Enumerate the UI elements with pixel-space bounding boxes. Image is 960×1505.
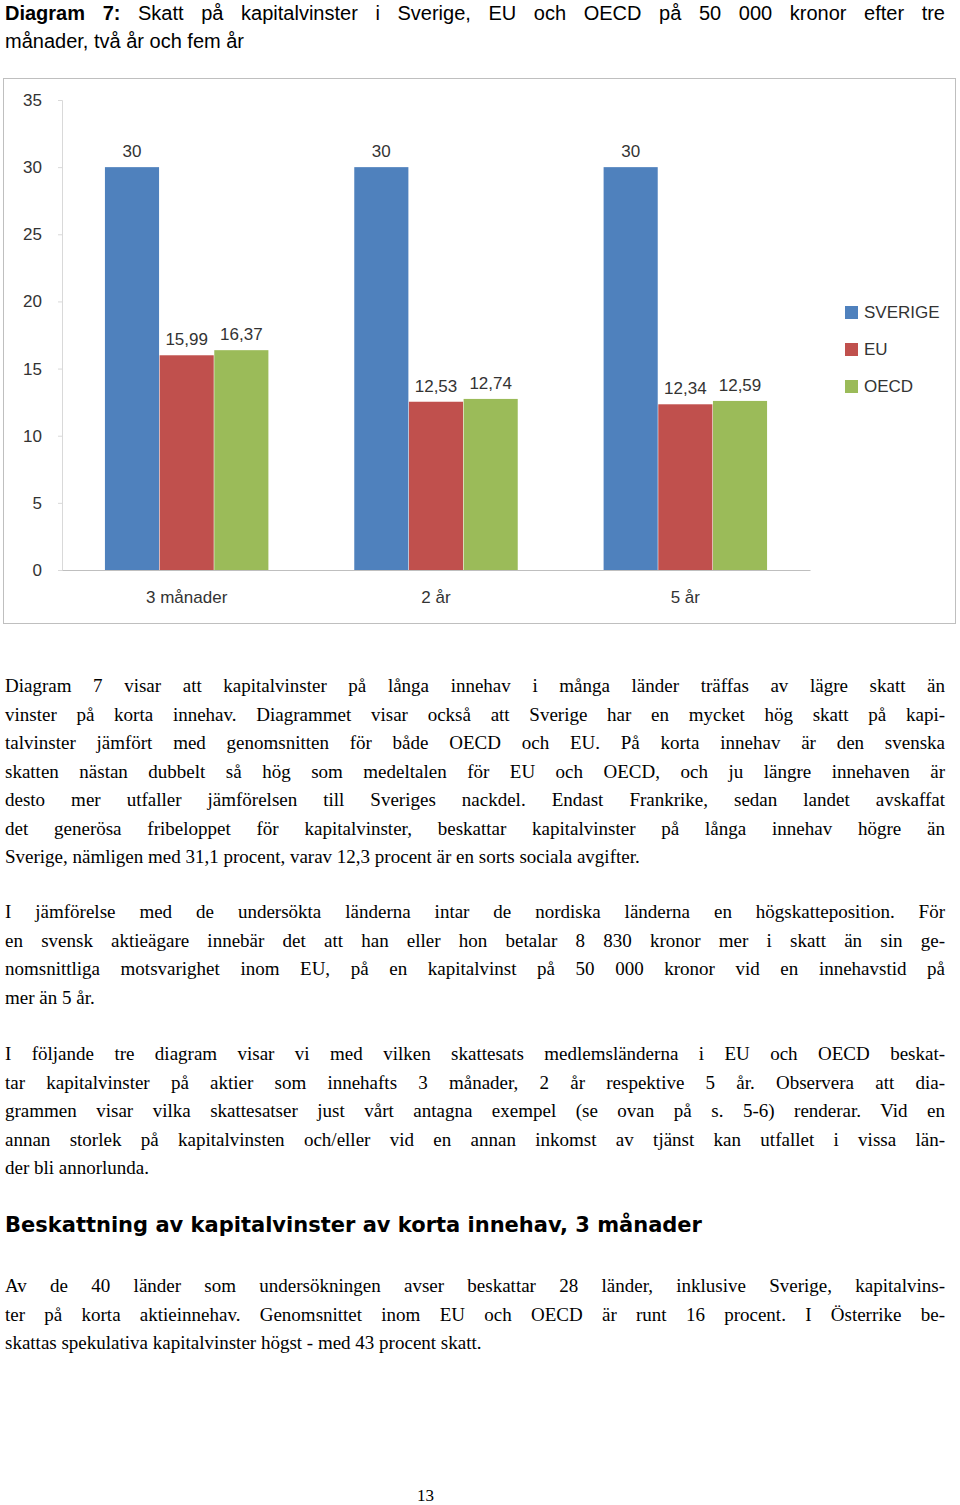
legend-label: OECD bbox=[864, 377, 913, 396]
data-label: 30 bbox=[372, 142, 391, 161]
y-tick-mark bbox=[58, 369, 62, 370]
legend: SVERIGE EU OECD bbox=[845, 303, 940, 396]
caption-line: månader, två år och fem år bbox=[5, 28, 945, 54]
bar bbox=[105, 167, 159, 570]
text-line: det generösa fribeloppet för kapitalvins… bbox=[5, 817, 945, 841]
legend-swatch bbox=[845, 306, 858, 319]
data-label: 12,59 bbox=[719, 376, 762, 395]
text-line: desto mer utfaller jämförelsen till Sver… bbox=[5, 788, 945, 812]
y-tick-mark bbox=[58, 436, 62, 437]
legend-label: SVERIGE bbox=[864, 303, 940, 322]
y-tick-label: 0 bbox=[33, 561, 42, 580]
text-line: grammen visar vilka skattesatser just vå… bbox=[5, 1099, 945, 1123]
x-axis-line bbox=[63, 570, 811, 571]
legend-label: EU bbox=[864, 340, 888, 359]
text-line: skatten nästan dubbelt så hög som medelt… bbox=[5, 760, 945, 784]
text-line: der bli annorlunda. bbox=[5, 1156, 945, 1180]
bar bbox=[713, 401, 767, 570]
text-line: vinster på korta innehav. Diagrammet vis… bbox=[5, 703, 945, 727]
y-tick-mark bbox=[58, 301, 62, 302]
caption-line: Diagram 7: Skatt på kapitalvinster i Sve… bbox=[5, 0, 945, 26]
bar bbox=[160, 355, 214, 570]
data-labels: 30 30 30 15,99 12,53 12,34 16,37 12,74 12,59 bbox=[123, 142, 762, 398]
x-tick-label: 5 år bbox=[671, 588, 701, 607]
y-tick-label: 20 bbox=[23, 292, 42, 311]
heading: Beskattning av kapitalvinster av korta i… bbox=[5, 1211, 702, 1239]
data-label: 30 bbox=[123, 142, 142, 161]
text-line: skattas spekulativa kapitalvinster högst… bbox=[5, 1331, 945, 1355]
legend-item: SVERIGE bbox=[845, 303, 940, 322]
data-label: 12,53 bbox=[415, 377, 458, 396]
text-line: tar kapitalvinster på aktier som innehaf… bbox=[5, 1071, 945, 1095]
legend-item: OECD bbox=[845, 377, 913, 396]
y-tick: 10 bbox=[23, 427, 62, 446]
y-tick-label: 30 bbox=[23, 158, 42, 177]
data-label: 12,74 bbox=[469, 374, 512, 393]
text-line: I följande tre diagram visar vi med vilk… bbox=[5, 1042, 945, 1066]
y-tick-mark bbox=[58, 100, 62, 101]
y-tick: 15 bbox=[23, 360, 62, 379]
text-line: nomsnittliga motsvarighet inom EU, på en… bbox=[5, 957, 945, 981]
data-label: 16,37 bbox=[220, 325, 263, 344]
bar bbox=[409, 402, 463, 570]
page-number: 13 bbox=[417, 1486, 434, 1505]
y-tick-label: 35 bbox=[23, 91, 42, 110]
y-tick-mark bbox=[58, 167, 62, 168]
y-tick: 20 bbox=[23, 292, 62, 311]
y-axis-line bbox=[58, 101, 63, 571]
x-tick: 3 månader bbox=[146, 570, 228, 607]
chart-frame bbox=[4, 79, 956, 624]
text-line: Diagram 7 visar att kapitalvinster på lå… bbox=[5, 674, 945, 698]
y-tick: 30 bbox=[23, 158, 62, 177]
bar bbox=[604, 167, 658, 570]
text-line: talvinster jämfört med genomsnitten för … bbox=[5, 731, 945, 755]
text-line: ter på korta aktieinnehav. Genomsnittet … bbox=[5, 1303, 945, 1327]
text-line: I jämförelse med de undersökta länderna … bbox=[5, 900, 945, 924]
y-tick-label: 5 bbox=[33, 494, 42, 513]
y-tick-mark bbox=[58, 234, 62, 235]
y-tick: 5 bbox=[33, 494, 62, 513]
x-tick-label: 2 år bbox=[421, 588, 451, 607]
x-tick: 2 år bbox=[421, 570, 451, 607]
y-tick-label: 10 bbox=[23, 427, 42, 446]
bar bbox=[464, 399, 518, 570]
y-tick-label: 15 bbox=[23, 360, 42, 379]
bar bbox=[214, 350, 268, 570]
text-line: en svensk aktieägare innebär det att han… bbox=[5, 929, 945, 953]
y-tick-mark bbox=[58, 570, 62, 571]
y-tick: 0 bbox=[33, 561, 62, 580]
text-line: annan storlek på kapitalvinsten och/elle… bbox=[5, 1128, 945, 1152]
bar bbox=[658, 404, 712, 570]
caption-text: månader, två år och fem år bbox=[5, 30, 244, 52]
x-axis: 3 månader 2 år 5 år bbox=[63, 570, 811, 607]
y-tick: 25 bbox=[23, 225, 62, 244]
caption-label: Diagram 7: bbox=[5, 2, 120, 24]
y-tick-mark bbox=[58, 503, 62, 504]
legend-swatch bbox=[845, 343, 858, 356]
data-label: 15,99 bbox=[165, 330, 208, 349]
caption-text: Skatt på kapitalvinster i Sverige, EU oc… bbox=[138, 2, 945, 24]
legend-swatch bbox=[845, 380, 858, 393]
text-line: Av de 40 länder som undersökningen avser… bbox=[5, 1274, 945, 1298]
y-tick-label: 25 bbox=[23, 225, 42, 244]
y-tick: 35 bbox=[23, 91, 62, 110]
data-label: 12,34 bbox=[664, 379, 707, 398]
data-label: 30 bbox=[621, 142, 640, 161]
x-tick: 5 år bbox=[671, 570, 701, 607]
bars bbox=[105, 167, 767, 570]
text-line: mer än 5 år. bbox=[5, 986, 945, 1010]
y-axis: 0 5 10 15 20 25 30 35 bbox=[23, 91, 62, 580]
text-line: Sverige, nämligen med 31,1 procent, vara… bbox=[5, 845, 945, 869]
legend-item: EU bbox=[845, 340, 888, 359]
bar bbox=[354, 167, 408, 570]
x-tick-label: 3 månader bbox=[146, 588, 228, 607]
